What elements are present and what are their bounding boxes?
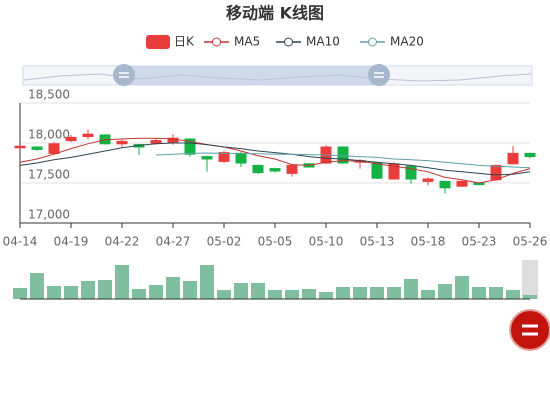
candle-body [286, 164, 298, 174]
volume-bar [81, 281, 95, 299]
volume-bar [421, 290, 435, 299]
volume-bar [115, 265, 129, 299]
volume-bar [404, 279, 418, 299]
x-tick-label: 04-27 [156, 235, 191, 249]
candle-body [31, 146, 43, 150]
ma-line [155, 152, 531, 169]
zoom-button[interactable] [509, 309, 550, 351]
legend-label: MA5 [234, 35, 260, 49]
zoom-handle-right[interactable] [368, 64, 390, 86]
candle-body [524, 152, 536, 158]
candle-body [184, 138, 196, 155]
volume-bar [217, 290, 231, 299]
candle-body [150, 140, 162, 144]
legend-label: MA20 [390, 35, 424, 49]
volume-bar [64, 286, 78, 299]
volume-bar [200, 265, 214, 299]
candle-body [65, 136, 77, 142]
volume-bar [149, 285, 163, 299]
volume-bar [30, 273, 44, 299]
volume-bar [285, 290, 299, 299]
x-tick-label: 04-22 [105, 235, 140, 249]
candle-body [14, 145, 26, 149]
legend-swatch [146, 35, 170, 49]
volume-bar [13, 288, 27, 299]
volume-bar [47, 286, 61, 299]
volume-bar [319, 292, 333, 299]
volume-bar [336, 287, 350, 299]
volume-bar [166, 277, 180, 299]
y-tick-label: 17,000 [28, 208, 70, 222]
button-icon [522, 324, 538, 336]
volume-bar [268, 290, 282, 299]
volume-zoom-window[interactable] [522, 260, 538, 299]
volume-bar [489, 287, 503, 299]
legend-dot [212, 37, 221, 47]
x-tick-label: 04-19 [54, 235, 89, 249]
volume-bar [132, 289, 146, 299]
handle-icon [119, 72, 129, 78]
x-tick-label: 05-02 [207, 235, 242, 249]
y-tick-label: 17,500 [28, 168, 70, 182]
x-tick-label: 05-10 [309, 235, 344, 249]
volume-bar [234, 283, 248, 299]
volume-bar [251, 283, 265, 299]
candle-body [252, 164, 264, 174]
volume-zoom-button[interactable] [509, 309, 550, 351]
handle-icon [374, 72, 384, 78]
candle-body [490, 164, 502, 181]
volume-bar [523, 295, 537, 299]
x-tick-label: 05-05 [258, 235, 293, 249]
candle-body [116, 140, 128, 145]
volume-bar [455, 276, 469, 299]
volume-bar [472, 287, 486, 299]
candle-body [371, 162, 383, 179]
y-tick-label: 18,500 [28, 88, 70, 102]
x-tick-label: 05-26 [513, 235, 548, 249]
volume-bar [353, 287, 367, 299]
volume-bar [506, 290, 520, 299]
x-tick-label: 05-13 [360, 235, 395, 249]
zoom-window[interactable] [124, 66, 379, 85]
volume-bar [387, 287, 401, 299]
candle-body [269, 168, 281, 172]
chart-title: 移动端 K线图 [226, 4, 324, 23]
legend-dot [284, 37, 293, 47]
candle-body [82, 133, 94, 138]
legend-dot [368, 37, 377, 47]
x-tick-label: 05-18 [411, 235, 446, 249]
ma-line [19, 142, 531, 176]
candle-body [422, 178, 434, 182]
x-tick-label: 04-14 [3, 235, 38, 249]
candle-body [456, 180, 468, 187]
volume-bar [183, 281, 197, 299]
candle-body [201, 156, 213, 160]
ma-line [19, 137, 531, 184]
volume-bar [98, 280, 112, 299]
candle-body [507, 152, 519, 165]
legend-label: MA10 [306, 35, 340, 49]
x-tick-label: 05-23 [462, 235, 497, 249]
data-zoom-slider[interactable] [22, 64, 533, 86]
zoom-handle-left[interactable] [113, 64, 135, 86]
candle-body [48, 143, 60, 154]
candle-body [235, 152, 247, 164]
candle-body [439, 180, 451, 189]
candle-body [405, 165, 417, 180]
volume-bar [438, 284, 452, 299]
y-tick-label: 18,000 [28, 128, 70, 142]
candle-body [218, 152, 230, 162]
candle-body [337, 146, 349, 164]
volume-bar [370, 287, 384, 299]
volume-bar [302, 289, 316, 299]
legend-label: 日K [174, 35, 195, 49]
